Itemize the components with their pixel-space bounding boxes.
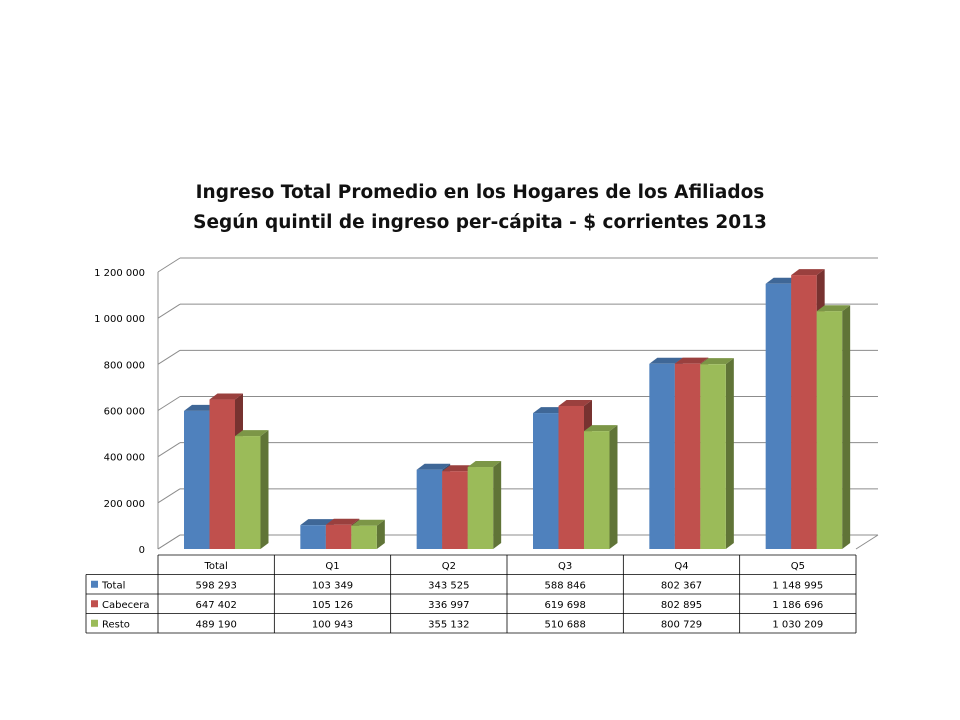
gridline-depth: [157, 257, 181, 273]
y-tick-label: 1 200 000: [94, 268, 145, 279]
y-tick-label: 600 000: [104, 407, 145, 418]
data-label: 489 190: [195, 619, 236, 630]
data-label: 619 698: [544, 600, 585, 611]
data-label: 647 402: [195, 600, 236, 611]
y-tick-label: 400 000: [104, 453, 145, 464]
bar-top-resto-q2: [467, 461, 502, 468]
bar-top-resto-q4: [700, 358, 734, 365]
bar-top-resto-q5: [816, 305, 851, 312]
data-label: 103 349: [312, 580, 353, 591]
data-label: 588 846: [544, 580, 585, 591]
x-tick-label: Q2: [442, 561, 456, 572]
bar-resto-q4: [700, 364, 726, 549]
gridline-depth: [157, 396, 181, 411]
bar-resto-q5: [816, 311, 843, 549]
gridline-depth: [157, 488, 181, 504]
bar-top-cabecera-q5: [791, 269, 825, 276]
bar-resto-q1: [351, 525, 377, 549]
legend-label: Cabecera: [102, 600, 150, 611]
bar-total-q1: [300, 525, 326, 549]
data-label: 1 030 209: [772, 619, 823, 630]
bar-top-resto-q1: [351, 519, 385, 526]
bar-top-total-q5: [765, 277, 800, 284]
legend-label: Resto: [102, 619, 130, 630]
data-label: 1 148 995: [772, 580, 823, 591]
bar-top-total-q2: [416, 463, 451, 470]
bar-top-cabecera-q4: [674, 357, 709, 364]
bar-top-total-q1: [300, 519, 334, 526]
bar-total-q3: [533, 413, 559, 549]
x-tick-label: Total: [203, 561, 227, 572]
data-label: 336 997: [428, 600, 469, 611]
y-tick-label: 800 000: [104, 360, 145, 371]
bar-resto-q2: [467, 467, 494, 549]
bar-side-resto-q4: [725, 358, 734, 549]
data-label: 510 688: [544, 619, 585, 630]
legend-swatch-total: [91, 580, 98, 588]
x-tick-label: Q5: [791, 561, 805, 572]
x-tick-label: Q1: [325, 561, 339, 572]
bar-top-total-total: [184, 404, 218, 411]
x-tick-label: Q4: [674, 561, 688, 572]
bar-cabecera-q3: [558, 405, 584, 549]
bar-resto-q3: [584, 431, 610, 549]
chart-title-block: Ingreso Total Promedio en los Hogares de…: [0, 178, 960, 238]
bar-cabecera-total: [209, 399, 235, 549]
legend-label: Total: [101, 580, 125, 591]
chart-title: Ingreso Total Promedio en los Hogares de…: [195, 182, 765, 203]
bar-side-resto-q1: [376, 519, 385, 549]
bar-top-resto-q3: [584, 425, 618, 432]
bar-top-cabecera-total: [209, 393, 243, 400]
data-label: 1 186 696: [772, 600, 823, 611]
bar-cabecera-q5: [791, 275, 817, 549]
bar-total-total: [184, 410, 210, 549]
data-label: 105 126: [312, 600, 353, 611]
y-tick-label: 0: [139, 545, 145, 556]
bar-top-cabecera-q1: [325, 518, 360, 525]
floor-edge-right: [855, 534, 879, 550]
bar-cabecera-q1: [325, 524, 352, 549]
data-label: 802 895: [661, 600, 702, 611]
gridline-depth: [157, 349, 181, 365]
bar-resto-total: [235, 436, 261, 549]
bar-top-total-q3: [533, 407, 567, 414]
bar-total-q4: [649, 363, 675, 549]
bar-top-total-q4: [649, 357, 683, 364]
bar-top-resto-total: [235, 430, 269, 437]
bar-side-resto-total: [260, 430, 269, 549]
data-label: 343 525: [428, 580, 469, 591]
data-label: 800 729: [661, 619, 702, 630]
bar-top-cabecera-q2: [442, 465, 476, 472]
bar-side-resto-q2: [493, 461, 502, 549]
data-label: 802 367: [661, 580, 702, 591]
bar-side-resto-q3: [609, 425, 618, 549]
data-label: 598 293: [195, 580, 236, 591]
y-tick-label: 1 000 000: [94, 314, 145, 325]
x-tick-label: Q3: [558, 561, 572, 572]
bar-total-q2: [416, 469, 443, 549]
gridline-depth: [157, 303, 181, 319]
gridline-depth: [157, 442, 181, 458]
y-tick-label: 200 000: [104, 499, 145, 510]
bar-top-cabecera-q3: [558, 399, 592, 406]
bar-side-resto-q5: [842, 305, 851, 549]
bar-cabecera-q2: [442, 471, 468, 549]
bar-cabecera-q4: [674, 363, 701, 549]
legend-swatch-resto: [91, 619, 98, 627]
bar-total-q5: [765, 283, 792, 549]
chart-subtitle: Según quintil de ingreso per-cápita - $ …: [193, 212, 767, 233]
data-label: 355 132: [428, 619, 469, 630]
legend-swatch-cabecera: [91, 600, 98, 608]
floor-edge-left: [157, 534, 181, 550]
data-label: 100 943: [312, 619, 353, 630]
